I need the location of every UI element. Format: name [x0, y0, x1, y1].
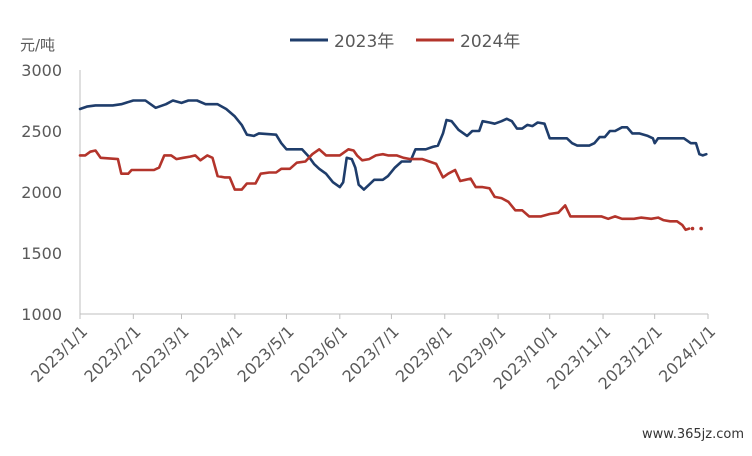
series-dot-point: [690, 226, 695, 231]
legend: 2023年 2024年: [290, 32, 520, 52]
y-tick-labels: 1000 1500 2000 2500 3000: [21, 61, 62, 324]
y-tick-label: 2500: [21, 122, 62, 141]
series-line-2024: [78, 148, 691, 232]
series-dot-point: [699, 226, 703, 231]
y-tick-label: 2000: [21, 183, 62, 202]
x-tick-label: 2023/1/1: [27, 322, 91, 386]
x-tick-label: 2023/5/1: [234, 322, 298, 386]
series-lines: [78, 99, 708, 232]
y-tick-label: 1500: [21, 244, 62, 263]
x-tick-label: 2023/7/1: [338, 322, 402, 386]
x-tick-label: 2024/1/1: [655, 322, 719, 386]
axes: [79, 70, 709, 319]
series-line-2023: [78, 99, 708, 191]
x-tick-label: 2023/8/1: [392, 322, 456, 386]
x-tick-labels: 2023/1/12023/2/12023/3/12023/4/12023/5/1…: [27, 322, 719, 393]
legend-label-2023: 2023年: [334, 32, 394, 52]
y-unit-label: 元/吨: [20, 36, 55, 54]
y-tick-label: 3000: [21, 61, 62, 80]
legend-label-2024: 2024年: [460, 32, 520, 52]
watermark: www.365jz.com: [642, 427, 744, 442]
y-tick-label: 1000: [21, 305, 62, 324]
